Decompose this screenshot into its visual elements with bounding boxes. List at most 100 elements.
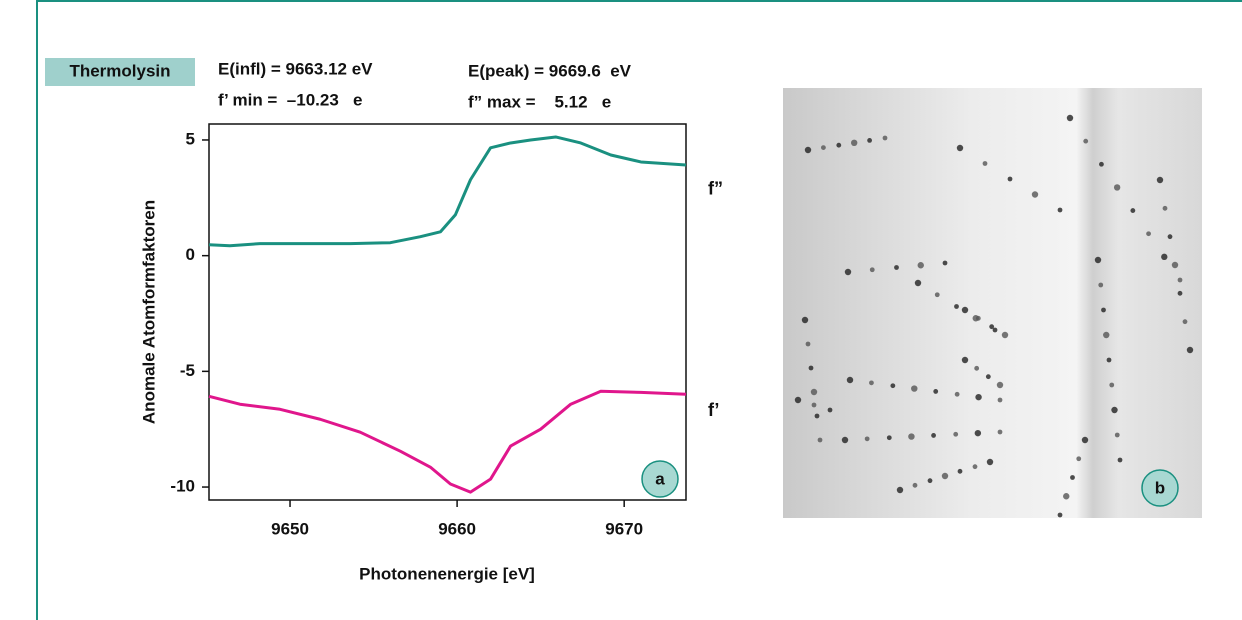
panel-badge — [641, 460, 679, 498]
diffraction-spot — [808, 365, 814, 371]
title-box — [45, 58, 195, 86]
diffraction-spot — [942, 260, 948, 266]
diffraction-spot — [1161, 253, 1168, 261]
diffraction-spot — [1007, 176, 1013, 182]
diffraction-spot — [1101, 307, 1106, 313]
plot-frame — [208, 123, 687, 501]
diffraction-spot — [997, 429, 1003, 435]
x-tick-label: 9650 — [271, 519, 309, 538]
x-axis-label: Photonenenergie [eV] — [359, 564, 535, 583]
diffraction-spot — [975, 315, 981, 321]
diffraction-spot — [914, 279, 922, 287]
annotation: E(infl) = 9663.12 eV — [218, 59, 373, 78]
diffraction-spot — [1099, 161, 1104, 167]
annotation: f” max = 5.12 e — [468, 92, 611, 111]
image-background — [783, 88, 1202, 518]
y-axis-label: Anomale Atomformfaktoren — [139, 200, 158, 424]
diffraction-spot — [805, 341, 811, 347]
diffraction-spot — [1182, 319, 1188, 325]
x-tick-label: 9670 — [605, 519, 643, 538]
diffraction-spot — [997, 397, 1003, 403]
diffraction-spot — [1146, 231, 1151, 237]
diffraction-spot — [1167, 234, 1173, 240]
diffraction-spot — [1186, 346, 1194, 354]
panel-label: b — [1155, 478, 1165, 497]
diffraction-spot — [1031, 191, 1039, 198]
diffraction-spot — [1117, 457, 1123, 463]
diffraction-spot — [1070, 475, 1075, 480]
diffraction-spot — [1130, 208, 1136, 213]
diffraction-spot — [957, 468, 963, 474]
diffraction-spot — [1113, 184, 1121, 191]
diffraction-spot — [894, 265, 899, 270]
diffraction-spot — [1083, 138, 1089, 144]
diffraction-spot — [836, 142, 842, 148]
diffraction-spot — [961, 356, 969, 364]
diffraction-spot — [1171, 261, 1179, 269]
diffraction-spot — [933, 389, 939, 394]
diffraction-spot — [886, 435, 892, 441]
diffraction-spot — [1109, 382, 1115, 388]
diffraction-spot — [821, 145, 826, 151]
y-tick-label: 0 — [186, 245, 195, 264]
diffraction-spot — [896, 486, 904, 494]
diffraction-spot — [810, 388, 818, 396]
title: Thermolysin — [69, 61, 170, 80]
diffraction-spot — [846, 376, 854, 384]
diffraction-spot — [867, 138, 872, 143]
diffraction-spot — [974, 429, 982, 437]
diffraction-spot — [814, 413, 820, 419]
diffraction-spot — [851, 139, 858, 146]
diffraction-spot — [989, 324, 995, 330]
diffraction-spot — [890, 383, 896, 389]
y-tick-label: -5 — [180, 361, 195, 380]
diffraction-spot — [986, 458, 994, 466]
diffraction-spot — [931, 433, 936, 438]
diffraction-spot — [975, 393, 982, 401]
diffraction-spot — [1094, 256, 1102, 264]
diffraction-spot — [956, 144, 964, 152]
diffraction-spot — [974, 365, 980, 371]
diffraction-spot — [1063, 493, 1070, 500]
diffraction-spot — [841, 436, 849, 444]
diffraction-spot — [827, 407, 833, 413]
diffraction-spot — [1057, 512, 1063, 518]
panel-badge — [1141, 469, 1179, 507]
diffraction-spot — [844, 268, 852, 276]
diffraction-spot — [794, 396, 802, 404]
x-tick-label: 9660 — [438, 519, 476, 538]
diffraction-spot — [869, 380, 874, 386]
series-label: f’ — [708, 400, 719, 420]
series-line — [208, 135, 687, 248]
diffraction-spot — [864, 436, 870, 442]
diffraction-spot — [1057, 207, 1063, 213]
diffraction-spot — [985, 374, 991, 380]
diffraction-spot — [934, 292, 940, 298]
diffraction-spot — [1177, 290, 1183, 296]
diffraction-spot — [817, 437, 823, 443]
diffraction-spot — [1106, 357, 1112, 363]
diffraction-image — [783, 88, 1202, 518]
diffraction-spot — [804, 146, 812, 154]
diffraction-spot — [996, 381, 1004, 389]
diffraction-spot — [972, 464, 978, 470]
diffraction-spot — [1103, 331, 1110, 339]
frame — [36, 0, 1242, 620]
diffraction-spot — [912, 482, 918, 488]
diffraction-spot — [982, 161, 988, 166]
diffraction-spot — [1177, 277, 1183, 283]
diffraction-spot — [941, 472, 949, 480]
diffraction-spot — [954, 391, 960, 397]
annotation: E(peak) = 9669.6 eV — [468, 61, 632, 80]
diffraction-spot — [917, 262, 924, 269]
diffraction-spot — [908, 433, 915, 440]
diffraction-spot — [1081, 436, 1089, 444]
diffraction-spot — [1001, 331, 1009, 339]
diffraction-spot — [992, 327, 998, 333]
diffraction-spot — [927, 478, 933, 484]
diffraction-spot — [1066, 114, 1074, 122]
diffraction-spot — [954, 304, 959, 309]
diffraction-spot — [1162, 205, 1168, 211]
